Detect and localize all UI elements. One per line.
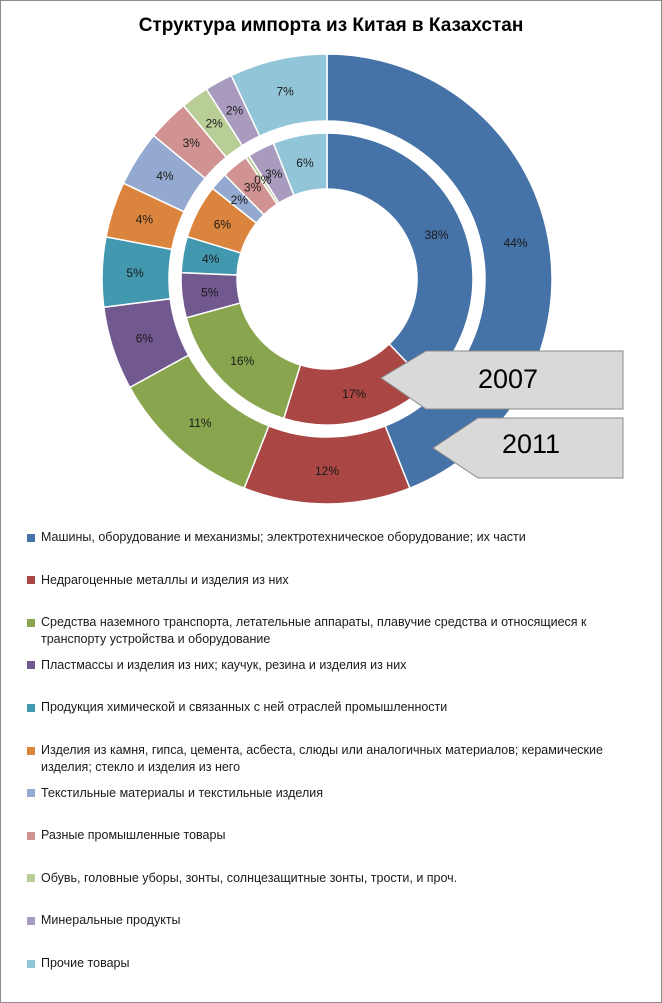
legend-label: Минеральные продукты bbox=[41, 913, 181, 928]
slice-label-2011-3: 6% bbox=[136, 331, 154, 345]
slice-label-2007-3: 5% bbox=[201, 285, 219, 299]
slice-labels: 38%17%16%5%4%6%2%3%0%3%6%44%12%11%6%5%4%… bbox=[126, 85, 528, 478]
slice-label-2011-1: 12% bbox=[315, 464, 339, 478]
slice-label-2011-7: 3% bbox=[183, 136, 201, 150]
legend-item: Обувь, головные уборы, зонты, солнцезащи… bbox=[27, 870, 637, 887]
legend-label: Средства наземного транспорта, летательн… bbox=[41, 615, 587, 647]
slice-label-2007-8: 0% bbox=[254, 173, 272, 187]
slice-label-2011-4: 5% bbox=[126, 266, 144, 280]
slice-label-2007-9: 3% bbox=[265, 167, 283, 181]
legend-item: Текстильные материалы и текстильные изде… bbox=[27, 785, 637, 802]
slice-label-2007-10: 6% bbox=[296, 156, 314, 170]
legend-label: Изделия из камня, гипса, цемента, асбест… bbox=[41, 743, 603, 774]
slice-label-2007-7: 3% bbox=[244, 180, 262, 194]
year-callouts: 2007 2011 bbox=[380, 350, 624, 479]
slice-label-2011-10: 7% bbox=[276, 85, 294, 99]
slice-label-2007-6: 2% bbox=[231, 193, 249, 207]
legend-swatch bbox=[27, 874, 35, 883]
legend-swatch bbox=[27, 789, 35, 798]
slice-label-2011-9: 2% bbox=[226, 104, 244, 118]
legend-label: Продукция химической и связанных с ней о… bbox=[41, 700, 448, 715]
slice-label-2007-1: 17% bbox=[342, 387, 366, 401]
legend-swatch bbox=[27, 916, 35, 925]
legend-swatch bbox=[27, 661, 35, 670]
slice-label-2011-5: 4% bbox=[136, 213, 154, 227]
slice-label-2007-0: 38% bbox=[424, 228, 448, 242]
legend-swatch bbox=[27, 959, 35, 968]
slice-label-2007-2: 16% bbox=[230, 354, 254, 368]
legend-item: Изделия из камня, гипса, цемента, асбест… bbox=[27, 742, 637, 776]
legend-item: Пластмассы и изделия из них; каучук, рез… bbox=[27, 657, 637, 674]
legend-item: Машины, оборудование и механизмы; электр… bbox=[27, 529, 637, 546]
donut-chart: 38%17%16%5%4%6%2%3%0%3%6%44%12%11%6%5%4%… bbox=[101, 53, 624, 505]
callout-2011-arrow bbox=[432, 417, 624, 479]
callout-2007-label: 2007 bbox=[478, 364, 538, 394]
legend-swatch bbox=[27, 576, 35, 585]
legend-swatch bbox=[27, 831, 35, 840]
slice-label-2011-0: 44% bbox=[504, 236, 528, 250]
slice-label-2011-2: 11% bbox=[188, 416, 211, 430]
legend-item: Разные промышленные товары bbox=[27, 827, 637, 844]
legend-swatch bbox=[27, 618, 35, 627]
legend-label: Прочие товары bbox=[41, 956, 130, 970]
inner-ring-2007 bbox=[180, 132, 474, 426]
legend-label: Обувь, головные уборы, зонты, солнцезащи… bbox=[41, 870, 458, 885]
slice-label-2011-6: 4% bbox=[156, 169, 174, 183]
slice-label-2011-8: 2% bbox=[205, 117, 223, 131]
slice-2007-10 bbox=[272, 132, 328, 197]
legend-label: Пластмассы и изделия из них; каучук, рез… bbox=[41, 657, 407, 672]
legend-label: Текстильные материалы и текстильные изде… bbox=[41, 785, 324, 800]
legend-label: Разные промышленные товары bbox=[41, 828, 226, 843]
callout-2011-label: 2011 bbox=[502, 429, 560, 459]
legend-item: Недрагоценные металлы и изделия из них bbox=[27, 572, 637, 589]
chart-title: Структура импорта из Китая в Казахстан bbox=[138, 15, 524, 36]
legend-item: Средства наземного транспорта, летательн… bbox=[27, 614, 637, 648]
legend-swatch bbox=[27, 703, 35, 712]
legend-item: Минеральные продукты bbox=[27, 912, 637, 929]
slice-2011-10 bbox=[230, 53, 328, 138]
callout-2007-arrow bbox=[380, 350, 624, 410]
legend-item: Продукция химической и связанных с ней о… bbox=[27, 699, 637, 716]
legend-label: Машины, оборудование и механизмы; электр… bbox=[41, 530, 526, 544]
legend-swatch bbox=[27, 533, 35, 542]
legend-swatch bbox=[27, 746, 35, 755]
slice-label-2007-5: 6% bbox=[214, 217, 232, 231]
slice-label-2007-4: 4% bbox=[202, 252, 220, 266]
legend-label: Недрагоценные металлы и изделия из них bbox=[41, 572, 289, 587]
legend-item: Прочие товары bbox=[27, 955, 637, 972]
